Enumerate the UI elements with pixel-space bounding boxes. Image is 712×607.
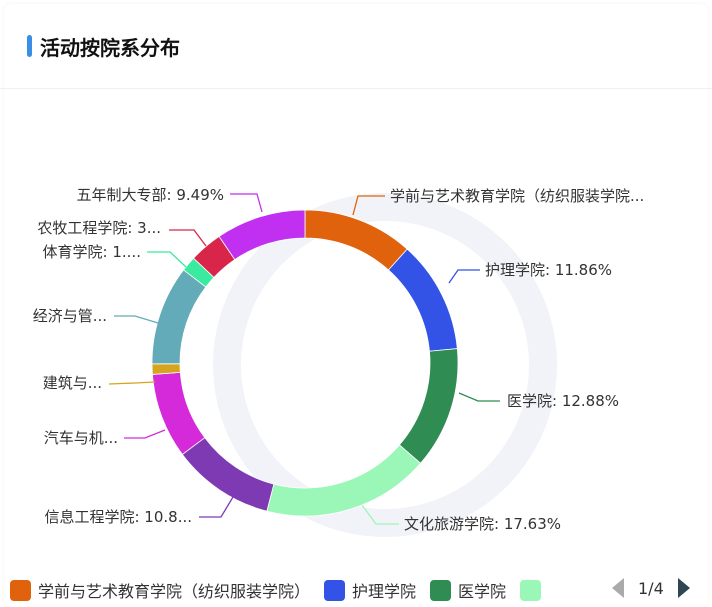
donut-slice[interactable] [151,363,181,375]
donut-slice[interactable] [387,248,458,352]
leader-line [361,504,399,525]
slice-label: 信息工程学院: 10.8... [44,508,192,526]
legend-item[interactable] [520,579,548,601]
legend-item[interactable]: 医学院 [430,578,506,602]
legend-item[interactable]: 学前与艺术教育学院（纺织服装学院） [10,578,310,602]
slice-label: 汽车与机... [43,429,118,447]
divider [0,88,712,89]
legend-swatch [430,579,452,601]
donut-slice[interactable] [218,209,306,261]
legend-swatch [10,579,31,601]
legend-swatch [520,579,542,601]
leader-line [108,381,156,385]
leader-line [448,269,480,284]
slice-label: 护理学院: 11.86% [485,261,613,279]
legend: 学前与艺术教育学院（纺织服装学院） 护理学院 医学院 [10,578,562,602]
leader-line [352,195,385,216]
legend-label: 护理学院 [352,582,417,601]
leader-line [169,229,207,247]
legend-item[interactable]: 护理学院 [324,578,416,602]
slice-label: 经济与管... [32,307,107,325]
slice-label: 医学院: 12.88% [507,392,620,410]
legend-label: 医学院 [458,582,507,601]
leader-line [199,496,234,518]
donut-slice[interactable] [151,371,206,455]
slice-label: 建筑与... [42,374,102,392]
legend-swatch [324,579,346,601]
leader-line [124,429,166,439]
page-indicator: 1/4 [638,578,664,598]
leader-line [458,392,500,402]
background-ring [213,193,557,537]
page-title: 活动按院系分布 [40,36,180,60]
leader-line [114,315,159,324]
leader-line [230,193,263,213]
slice-label: 学前与艺术教育学院（纺织服装学院... [390,187,645,205]
legend-pager: 1/4 [612,578,690,598]
prev-page-icon[interactable] [612,578,624,598]
slice-label: 五年制大专部: 9.49% [76,186,224,204]
title-accent-bar [27,35,32,57]
leader-line [147,251,187,268]
slice-label: 农牧工程学院: 3... [37,219,161,237]
donut-slice[interactable] [398,348,459,464]
donut-slice[interactable] [151,269,207,365]
next-page-icon[interactable] [677,578,690,598]
slice-label: 体育学院: 1.... [42,243,141,261]
slice-label: 文化旅游学院: 17.63% [404,515,562,533]
legend-label: 学前与艺术教育学院（纺织服装学院） [38,582,311,601]
